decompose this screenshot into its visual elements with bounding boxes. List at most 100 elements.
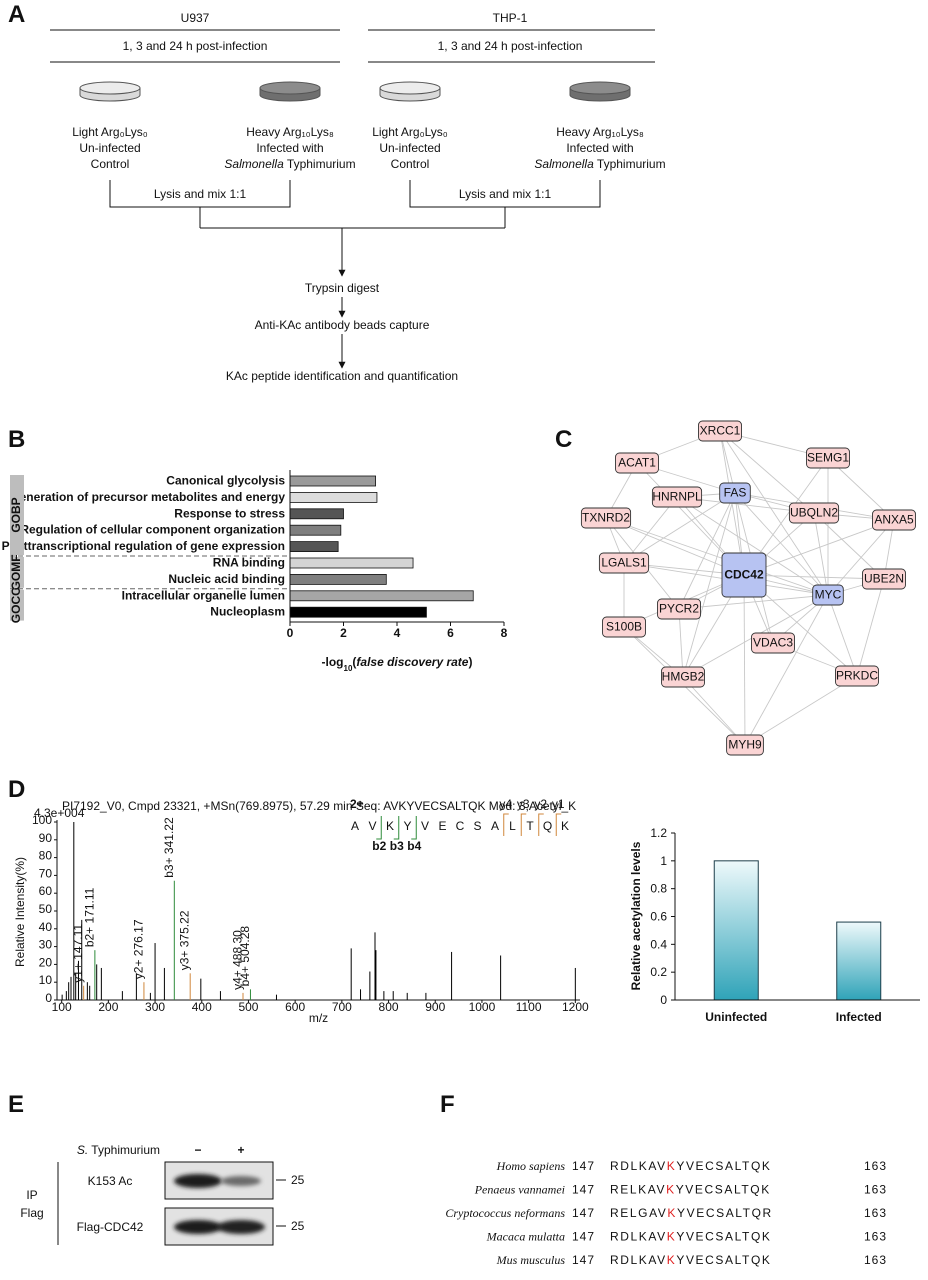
ion-bracket bbox=[411, 816, 417, 840]
residue: K bbox=[561, 819, 569, 833]
y-axis-label: Relative acetylation levels bbox=[629, 841, 643, 990]
x-tick-label: 400 bbox=[192, 1000, 212, 1014]
edge bbox=[827, 594, 858, 677]
edge bbox=[813, 512, 829, 596]
scale-label: 4.3e+004 bbox=[34, 806, 85, 820]
sequence: RDLKAVKYVECSALTQK bbox=[610, 1253, 771, 1267]
site: K bbox=[666, 1183, 676, 1197]
panel-label: D bbox=[8, 776, 25, 803]
peak-label: y3+ 375.22 bbox=[178, 910, 192, 970]
condition: Un-infected bbox=[79, 141, 140, 155]
node bbox=[657, 598, 701, 620]
marker-label: 25 bbox=[291, 1173, 305, 1187]
timepoints: 1, 3 and 24 h post-infection bbox=[438, 39, 583, 53]
position: 163 bbox=[864, 1253, 887, 1267]
ion-label: y3 bbox=[517, 797, 530, 811]
timepoints: 1, 3 and 24 h post-infection bbox=[123, 39, 268, 53]
node-label: MYC bbox=[815, 588, 842, 602]
node bbox=[862, 568, 906, 590]
edge bbox=[813, 512, 885, 580]
ion-bracket bbox=[520, 813, 527, 836]
node-label: UBQLN2 bbox=[790, 506, 838, 520]
residue: L bbox=[509, 819, 516, 833]
condition: Infected with bbox=[256, 141, 323, 155]
position: 163 bbox=[864, 1159, 887, 1173]
edge bbox=[682, 492, 736, 678]
condition: Control bbox=[91, 157, 130, 171]
residue: Q bbox=[543, 819, 552, 833]
ion-bracket bbox=[376, 816, 382, 840]
condition: Light Arg₀Lys₀ bbox=[72, 125, 148, 139]
row-label: K153 Ac bbox=[88, 1174, 133, 1188]
y-tick-label: 0.8 bbox=[650, 882, 667, 896]
bar bbox=[289, 606, 427, 618]
ion-label: b3 bbox=[390, 839, 404, 853]
group-box bbox=[10, 589, 24, 621]
band bbox=[174, 1174, 222, 1188]
node bbox=[788, 502, 840, 524]
category-label: Regulation of cellular component organiz… bbox=[20, 523, 285, 537]
ion-bracket bbox=[555, 813, 562, 836]
node-label: HMGB2 bbox=[662, 670, 705, 684]
organism: Salmonella bbox=[224, 157, 284, 171]
sequence: RDLKAVKYVECSALTQK bbox=[610, 1159, 771, 1173]
workflow-step: Trypsin digest bbox=[305, 281, 380, 295]
y-tick-label: 100 bbox=[32, 813, 52, 827]
y-tick-label: 90 bbox=[39, 831, 53, 845]
peak-label: b3+ 341.22 bbox=[162, 817, 176, 878]
peak-label: y2+ 276.17 bbox=[131, 919, 145, 979]
treatment-label: S. Typhimurium bbox=[77, 1143, 160, 1157]
node-label: S100B bbox=[606, 620, 642, 634]
x-axis-label: m/z bbox=[309, 1011, 328, 1025]
y-tick-label: 50 bbox=[39, 902, 53, 916]
y-tick-label: 0 bbox=[45, 991, 52, 1005]
peak-label: y1+ 147.11 bbox=[71, 924, 85, 983]
residue: S bbox=[473, 819, 481, 833]
node bbox=[598, 552, 650, 574]
ion-bracket bbox=[538, 813, 544, 836]
residue: E bbox=[438, 819, 446, 833]
sequence-part: YVECSALTQK bbox=[676, 1159, 771, 1173]
x-tick-label: 6 bbox=[447, 626, 454, 640]
node bbox=[580, 507, 632, 529]
bar bbox=[713, 860, 759, 1001]
bar bbox=[289, 590, 474, 602]
edge bbox=[719, 430, 815, 514]
node-label: ACAT1 bbox=[618, 456, 656, 470]
x-tick-label: 900 bbox=[425, 1000, 445, 1014]
x-tick-label: Uninfected bbox=[705, 1010, 767, 1024]
position: 147 bbox=[572, 1253, 595, 1267]
peak-label: b2+ 171.11 bbox=[82, 887, 96, 947]
node bbox=[721, 552, 767, 598]
node bbox=[835, 665, 879, 687]
edge bbox=[743, 574, 746, 746]
node-label: SEMG1 bbox=[807, 451, 849, 465]
species: Mus musculus bbox=[496, 1253, 566, 1267]
bar bbox=[289, 557, 414, 569]
node bbox=[661, 666, 705, 688]
residue: T bbox=[526, 819, 534, 833]
group-box bbox=[10, 557, 24, 588]
ip-label: Flag bbox=[20, 1206, 43, 1220]
x-tick-label: 1200 bbox=[562, 1000, 589, 1014]
cell-line: U937 bbox=[181, 11, 210, 25]
ion-label: y4 bbox=[499, 797, 512, 811]
band bbox=[217, 1220, 265, 1234]
panel-label: B bbox=[8, 426, 25, 453]
y-tick-label: 0.4 bbox=[650, 937, 667, 951]
x-axis-label-part: 10 bbox=[344, 664, 353, 673]
x-tick-label: 600 bbox=[285, 1000, 305, 1014]
charge: 2+ bbox=[350, 797, 364, 811]
bar bbox=[289, 574, 387, 585]
category-label: Response to stress bbox=[174, 506, 285, 520]
condition: Un-infected bbox=[379, 141, 440, 155]
node bbox=[751, 632, 795, 654]
organism: Typhimurium bbox=[284, 157, 356, 171]
mix-step: Lysis and mix 1:1 bbox=[154, 187, 247, 201]
y-tick-label: 1.2 bbox=[650, 826, 667, 840]
y-tick-label: 30 bbox=[39, 938, 53, 952]
x-tick-label: 8 bbox=[501, 626, 508, 640]
lane-label: + bbox=[237, 1143, 244, 1157]
bar bbox=[289, 524, 342, 536]
condition: Salmonella Typhimurium bbox=[224, 157, 355, 171]
